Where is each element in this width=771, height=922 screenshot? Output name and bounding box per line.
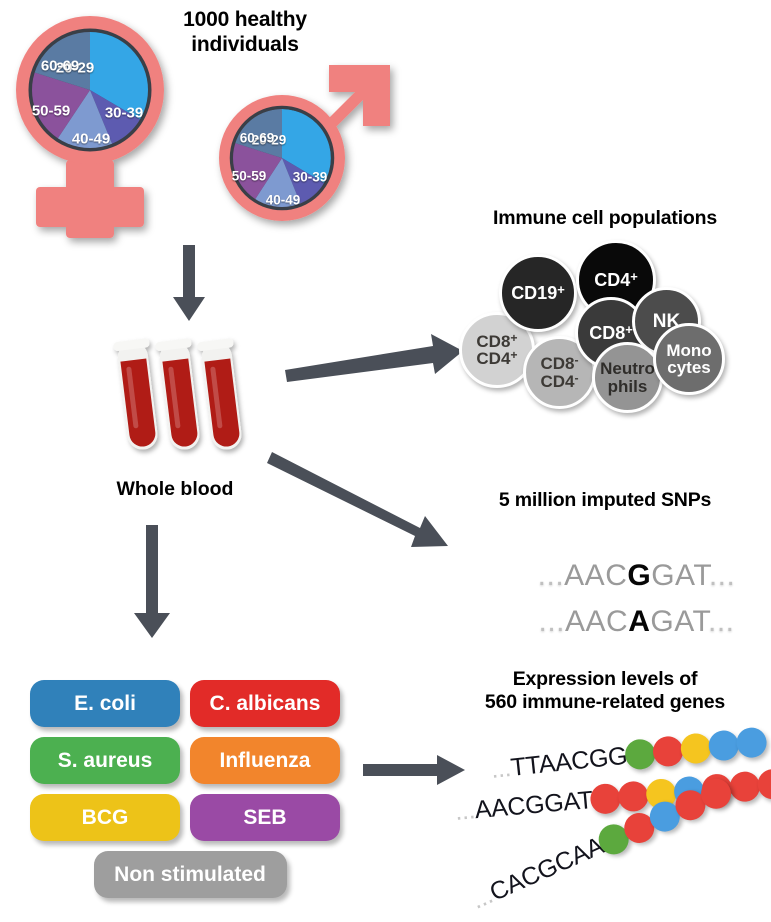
stimulation-row: BCG SEB xyxy=(30,794,350,841)
dna-bead xyxy=(734,726,768,760)
cell-label: CD8+ CD4+ xyxy=(476,330,518,368)
cell-label: CD4+ xyxy=(594,268,638,290)
cell-label: CD8+ xyxy=(589,321,633,343)
cell-monocytes: Mono cytes xyxy=(653,323,725,395)
stimulation-conditions: E. coli C. albicans S. aureus Influenza … xyxy=(30,680,350,908)
arrow-blood-to-stimulations xyxy=(130,525,172,640)
stimulation-influenza[interactable]: Influenza xyxy=(190,737,340,784)
snp-right: GAT xyxy=(651,559,709,592)
stimulation-row: S. aureus Influenza xyxy=(30,737,350,784)
dna-sequence-text: ...TTAACGG xyxy=(489,741,629,784)
stimulation-row: E. coli C. albicans xyxy=(30,680,350,727)
cell-label: CD8- CD4- xyxy=(540,353,579,391)
stimulation-e-coli[interactable]: E. coli xyxy=(30,680,180,727)
dna-bead xyxy=(707,729,741,763)
cell-label: Neutro phils xyxy=(600,359,655,396)
arrow-blood-to-immune-cells xyxy=(285,330,465,384)
stimulation-row: Non stimulated xyxy=(30,851,350,898)
immune-cell-cluster: CD8+ CD4+ CD19+ CD4+ CD8- CD4- CD8+ NK Neu… xyxy=(455,240,765,413)
stimulation-seb[interactable]: SEB xyxy=(190,794,340,841)
arrow-stimulations-to-expression xyxy=(363,755,467,787)
dna-bead xyxy=(679,731,713,765)
age-pie-female xyxy=(32,32,148,148)
snp-suffix: ... xyxy=(708,559,736,592)
stimulation-non-stimulated[interactable]: Non stimulated xyxy=(93,851,287,898)
stimulation-s-aureus[interactable]: S. aureus xyxy=(30,737,180,784)
cell-label: Mono cytes xyxy=(666,340,712,377)
snp-sequence-row: ...AACAGAT... xyxy=(470,571,750,673)
cell-neutrophils: Neutro phils xyxy=(592,342,663,413)
arrow-blood-to-snps xyxy=(267,450,460,560)
section-title-snps: 5 million imputed SNPs xyxy=(498,489,712,511)
female-gender-symbol: 20-29 30-39 40-49 50-59 60-69 xyxy=(8,10,188,250)
snp-prefix: ... xyxy=(538,605,566,638)
whole-blood-tubes xyxy=(108,330,268,470)
dna-sequence-text: ...AACGGAT xyxy=(453,785,594,826)
snp-left: AAC xyxy=(565,605,629,638)
section-title-immune-cells: Immune cell populations xyxy=(492,207,717,229)
snp-prefix: ... xyxy=(537,559,565,592)
stimulation-bcg[interactable]: BCG xyxy=(30,794,180,841)
stimulation-c-albicans[interactable]: C. albicans xyxy=(190,680,340,727)
snp-right: GAT xyxy=(650,605,708,638)
male-gender-symbol: 20-29 30-39 40-49 50-59 60-69 xyxy=(205,50,405,250)
snp-suffix: ... xyxy=(708,605,735,638)
snp-left: AAC xyxy=(564,559,628,592)
gene-expression-strands: ...TTAACGG ...AACGGAT ...CACGCAA xyxy=(453,726,771,915)
snp-sequence-row: ...AACGGAT... xyxy=(470,525,750,627)
arrow-cohort-to-blood xyxy=(172,245,206,323)
section-title-expression: Expression levels of 560 immune-related … xyxy=(484,668,726,713)
cell-cd19-positive: CD19+ xyxy=(499,254,577,332)
cell-label: CD19+ xyxy=(511,281,565,303)
dna-bead xyxy=(651,734,685,768)
snp-variant-allele: G xyxy=(627,559,652,592)
bead-group xyxy=(623,726,768,771)
snp-variant-allele: A xyxy=(628,605,651,638)
dna-bead xyxy=(756,767,771,801)
dna-bead xyxy=(589,782,622,816)
page-title-cohort: 1000 healthy individuals xyxy=(183,8,307,56)
age-pie-male xyxy=(233,109,331,207)
whole-blood-label: Whole blood xyxy=(116,478,234,500)
dna-sequence-text: ...CACGCAA xyxy=(467,831,608,915)
snp-sequences: ...AACGGAT... ...AACAGAT... xyxy=(470,525,750,638)
dna-bead xyxy=(623,737,657,771)
